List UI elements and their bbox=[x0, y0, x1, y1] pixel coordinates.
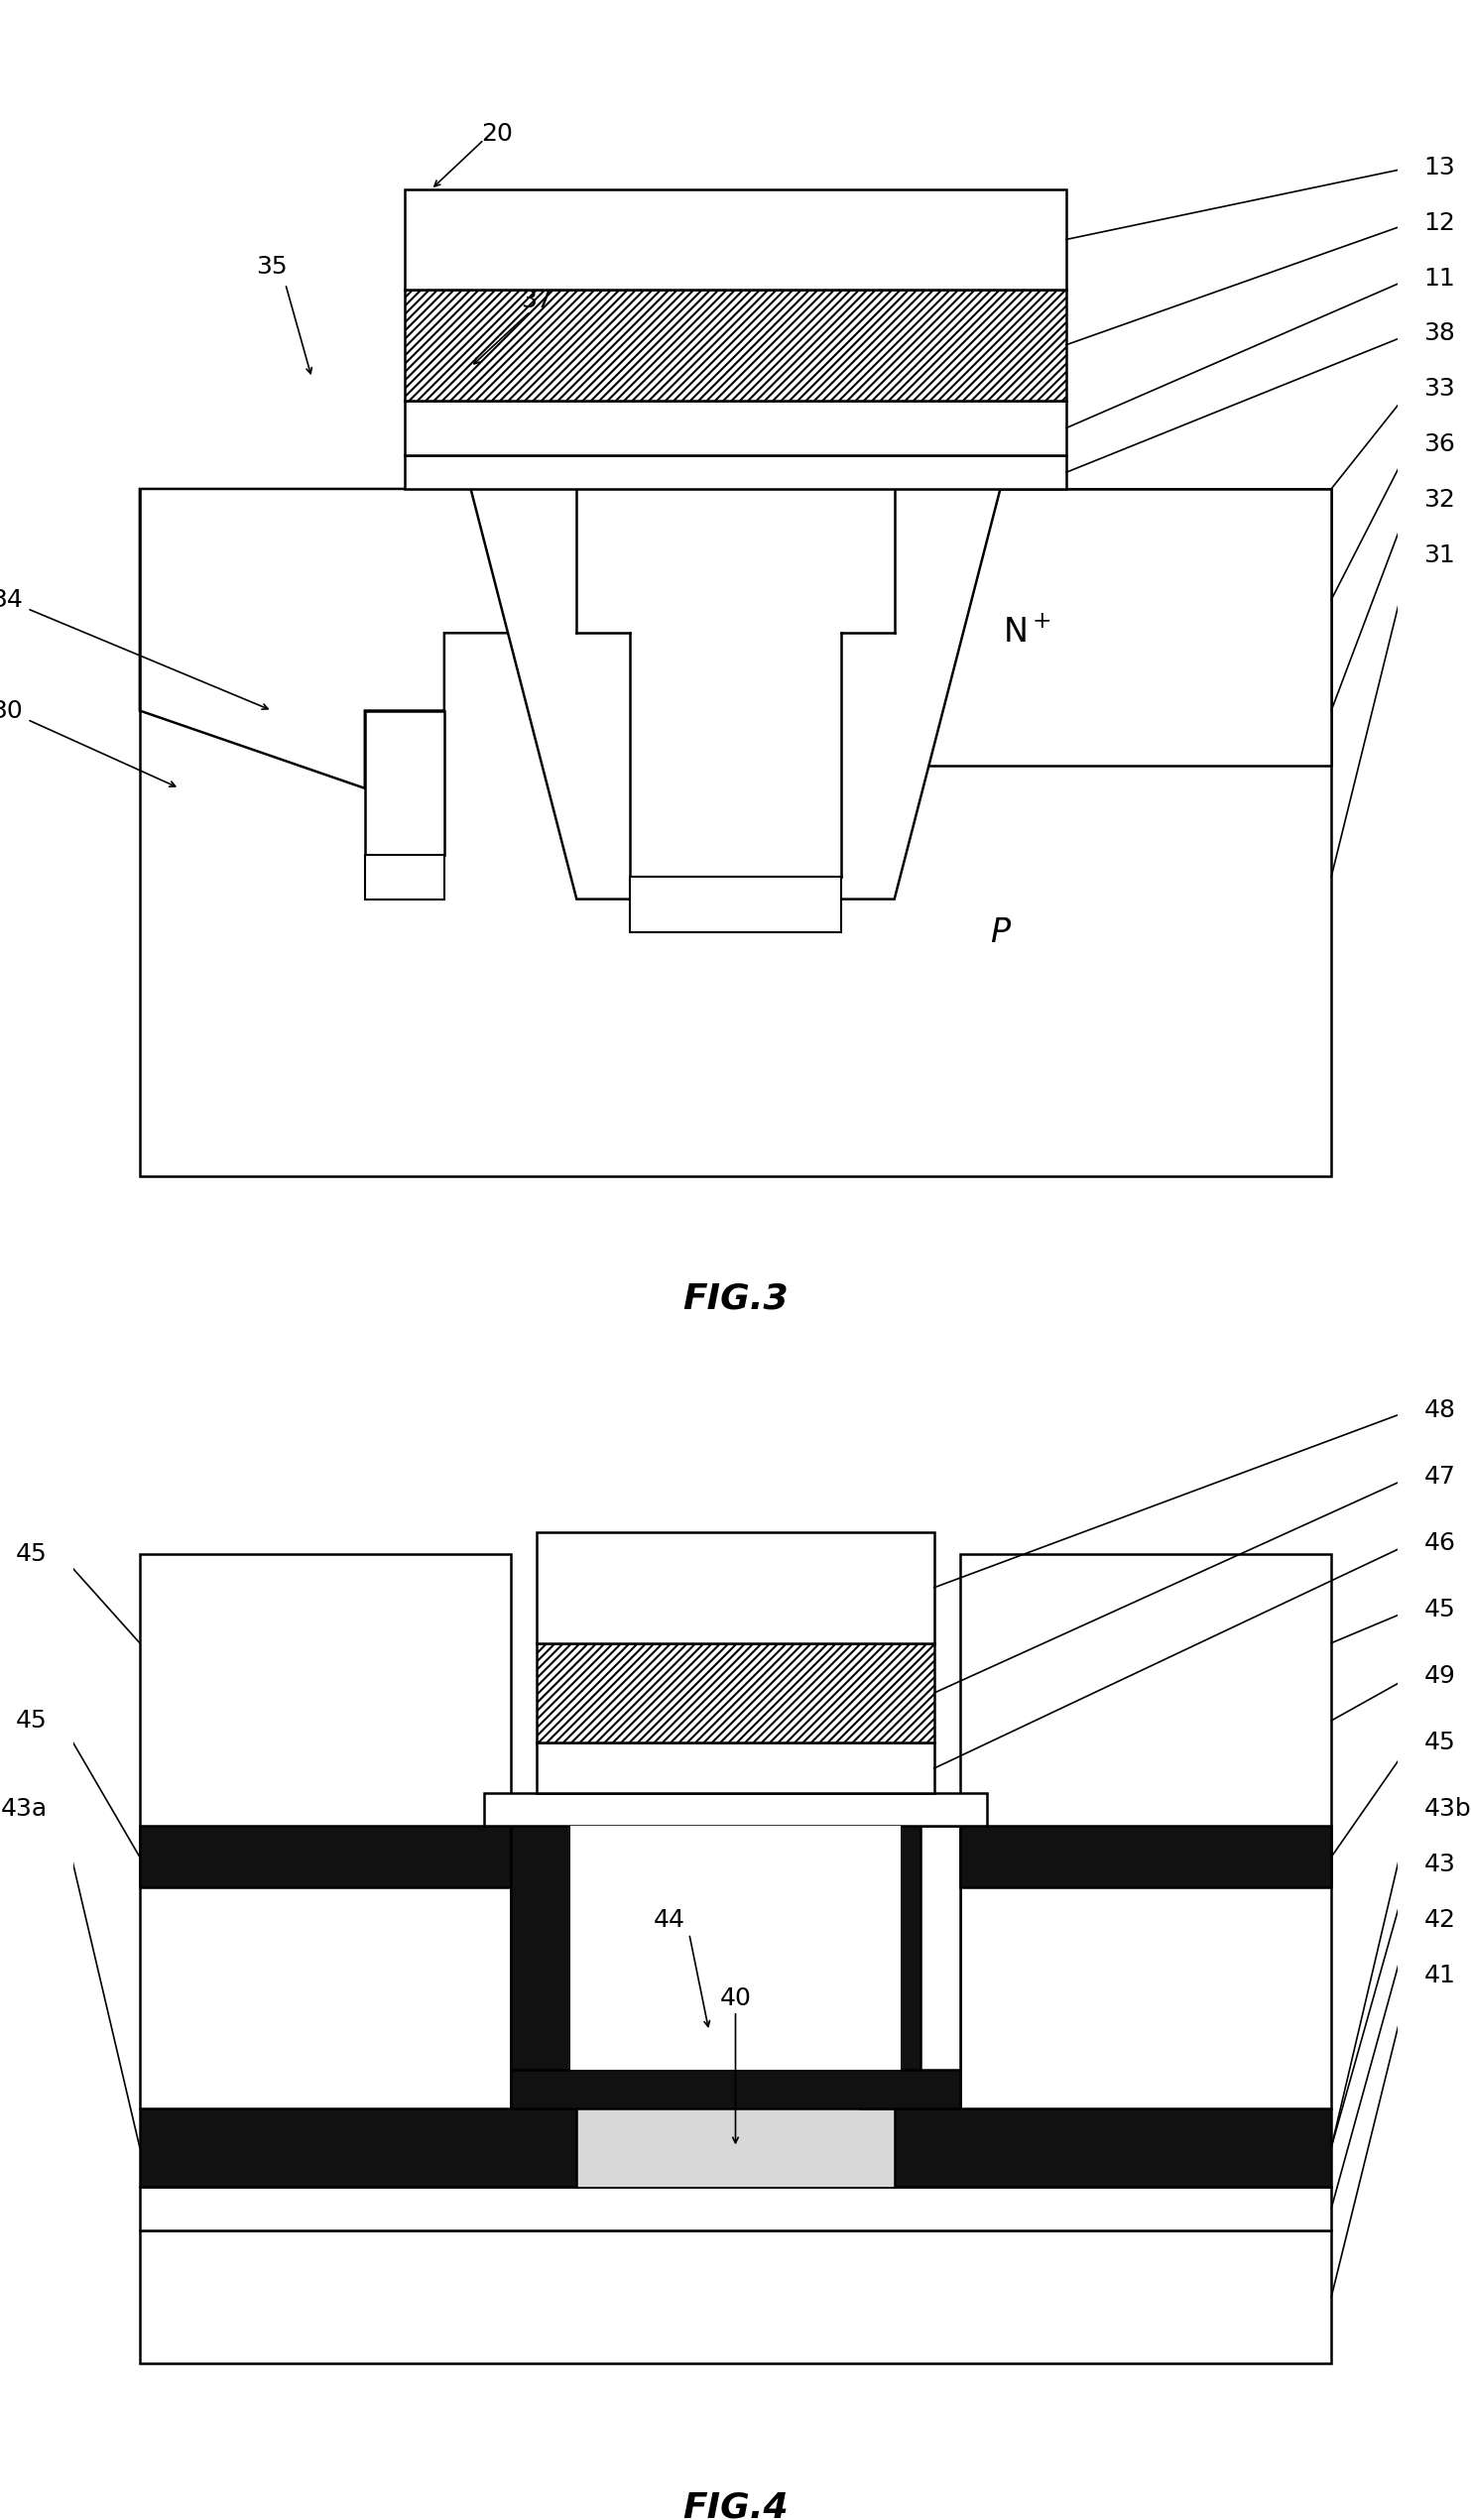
Text: 40: 40 bbox=[719, 1986, 752, 2011]
Text: 47: 47 bbox=[1424, 1464, 1455, 1489]
Bar bbox=[571, 1827, 900, 2069]
Text: FIG.3: FIG.3 bbox=[683, 1283, 788, 1315]
Text: 32: 32 bbox=[1424, 489, 1455, 512]
Text: 45: 45 bbox=[1424, 1731, 1455, 1754]
Text: FIG.4: FIG.4 bbox=[683, 2492, 788, 2520]
Bar bbox=[140, 2187, 1331, 2230]
Bar bbox=[140, 1827, 510, 1887]
Bar bbox=[510, 1827, 961, 2109]
Text: N$^+$: N$^+$ bbox=[1002, 617, 1052, 650]
Bar bbox=[365, 854, 444, 900]
Bar bbox=[405, 189, 1066, 290]
Text: 45: 45 bbox=[16, 1709, 47, 1734]
Text: 37: 37 bbox=[521, 287, 553, 312]
Text: 20: 20 bbox=[481, 121, 513, 146]
Text: 12: 12 bbox=[1424, 212, 1455, 234]
Text: 43a: 43a bbox=[0, 1797, 47, 1822]
Bar bbox=[405, 290, 1066, 401]
Text: 49: 49 bbox=[1424, 1663, 1455, 1688]
Polygon shape bbox=[140, 489, 577, 789]
Text: 30: 30 bbox=[0, 698, 24, 723]
Bar bbox=[577, 2109, 894, 2187]
Bar bbox=[537, 1643, 934, 1744]
Bar bbox=[140, 2109, 1331, 2187]
Text: 43b: 43b bbox=[1424, 1797, 1471, 1822]
Polygon shape bbox=[709, 489, 1331, 766]
Bar bbox=[140, 1555, 510, 2109]
Bar bbox=[961, 1827, 1331, 1887]
Text: 44: 44 bbox=[653, 1908, 685, 1933]
Bar bbox=[140, 489, 1331, 1177]
Text: 38: 38 bbox=[1424, 323, 1455, 345]
Text: 11: 11 bbox=[1424, 267, 1455, 290]
Bar bbox=[484, 1792, 987, 1827]
Bar bbox=[510, 2069, 961, 2109]
Text: 36: 36 bbox=[1424, 433, 1455, 456]
Bar bbox=[510, 1827, 571, 2109]
Text: 45: 45 bbox=[16, 1542, 47, 1567]
Text: 13: 13 bbox=[1424, 156, 1455, 179]
Text: 45: 45 bbox=[1424, 1598, 1455, 1623]
Text: 48: 48 bbox=[1424, 1399, 1456, 1421]
Bar bbox=[630, 877, 841, 932]
Bar bbox=[537, 1532, 934, 1643]
Text: 35: 35 bbox=[256, 255, 288, 280]
Bar bbox=[365, 711, 444, 854]
Bar bbox=[961, 1555, 1331, 2109]
Text: 31: 31 bbox=[1424, 544, 1455, 567]
Text: P: P bbox=[990, 917, 1011, 948]
Text: 41: 41 bbox=[1424, 1963, 1455, 1988]
Polygon shape bbox=[471, 489, 1000, 900]
Bar bbox=[405, 401, 1066, 456]
Text: 33: 33 bbox=[1424, 378, 1455, 401]
Bar bbox=[140, 2230, 1331, 2364]
Bar bbox=[537, 1744, 934, 1792]
Text: 42: 42 bbox=[1424, 1908, 1456, 1933]
Bar bbox=[862, 1827, 921, 2109]
Text: 34: 34 bbox=[0, 587, 24, 612]
Bar bbox=[405, 456, 1066, 489]
Text: 43: 43 bbox=[1424, 1852, 1455, 1877]
Text: 46: 46 bbox=[1424, 1532, 1456, 1555]
